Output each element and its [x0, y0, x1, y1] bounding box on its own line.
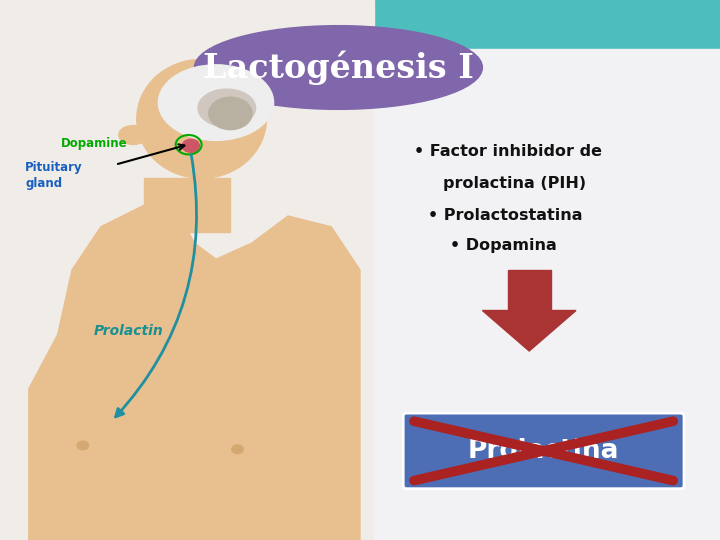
Text: prolactina (PIH): prolactina (PIH)	[443, 176, 586, 191]
Text: Pituitary
gland: Pituitary gland	[25, 161, 83, 190]
FancyArrowPatch shape	[116, 155, 197, 417]
Bar	[508, 270, 551, 313]
Text: Dopamine: Dopamine	[61, 137, 128, 150]
Ellipse shape	[158, 65, 274, 140]
Circle shape	[232, 445, 243, 454]
Bar	[0, 0, 374, 540]
Text: • Dopamina: • Dopamina	[450, 238, 557, 253]
Text: Prolactina: Prolactina	[468, 438, 619, 464]
Text: • Factor inhibidor de: • Factor inhibidor de	[414, 144, 602, 159]
Text: Prolactin: Prolactin	[94, 324, 163, 338]
Bar	[374, 49, 720, 540]
Circle shape	[182, 139, 199, 152]
Ellipse shape	[194, 25, 482, 109]
Ellipse shape	[65, 410, 158, 464]
Polygon shape	[482, 310, 576, 351]
Ellipse shape	[209, 97, 252, 130]
FancyBboxPatch shape	[403, 413, 684, 489]
Polygon shape	[29, 205, 360, 540]
Circle shape	[77, 441, 89, 450]
Bar	[0, 0, 720, 49]
Ellipse shape	[119, 126, 148, 144]
Ellipse shape	[198, 89, 256, 127]
Ellipse shape	[137, 59, 266, 178]
Bar	[144, 178, 230, 232]
Ellipse shape	[166, 413, 259, 467]
Text: • Prolactostatina: • Prolactostatina	[428, 208, 583, 224]
Text: Lactogénesis I: Lactogénesis I	[203, 50, 474, 85]
